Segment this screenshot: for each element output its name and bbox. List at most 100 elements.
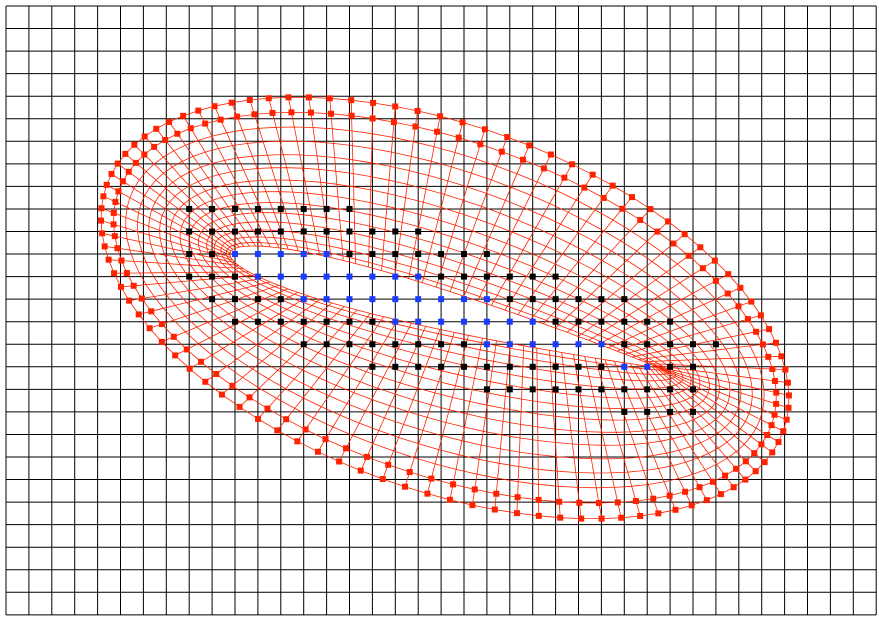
fringe-node bbox=[278, 319, 284, 325]
boundary-marker bbox=[725, 291, 731, 297]
fringe-node bbox=[438, 274, 444, 280]
fringe-node bbox=[301, 341, 307, 347]
boundary-marker bbox=[447, 497, 453, 503]
boundary-marker bbox=[106, 257, 112, 263]
interior-node bbox=[438, 319, 444, 325]
boundary-marker bbox=[722, 473, 728, 479]
boundary-marker bbox=[773, 390, 779, 396]
fringe-node bbox=[392, 341, 398, 347]
boundary-marker bbox=[124, 270, 130, 276]
interior-node bbox=[232, 251, 238, 257]
interior-node bbox=[484, 319, 490, 325]
boundary-marker bbox=[380, 476, 386, 482]
boundary-marker bbox=[328, 111, 334, 117]
boundary-marker bbox=[412, 124, 418, 130]
boundary-marker bbox=[133, 160, 139, 166]
boundary-marker bbox=[758, 441, 764, 447]
boundary-marker bbox=[112, 199, 118, 205]
boundary-marker bbox=[136, 311, 142, 317]
boundary-marker bbox=[576, 500, 582, 506]
boundary-marker bbox=[472, 486, 478, 492]
interior-node bbox=[347, 274, 353, 280]
boundary-marker bbox=[159, 321, 165, 327]
fringe-node bbox=[507, 364, 513, 370]
boundary-marker bbox=[615, 499, 621, 505]
boundary-marker bbox=[202, 379, 208, 385]
fringe-node bbox=[186, 274, 192, 280]
boundary-marker bbox=[370, 100, 376, 106]
fringe-node bbox=[621, 319, 627, 325]
boundary-marker bbox=[100, 193, 106, 199]
boundary-marker bbox=[725, 271, 731, 277]
boundary-marker bbox=[120, 178, 126, 184]
fringe-node bbox=[576, 386, 582, 392]
interior-node bbox=[392, 296, 398, 302]
fringe-node bbox=[461, 341, 467, 347]
boundary-marker bbox=[171, 334, 177, 340]
boundary-marker bbox=[469, 502, 475, 508]
boundary-marker bbox=[672, 507, 678, 513]
boundary-marker bbox=[266, 95, 272, 101]
boundary-marker bbox=[115, 161, 121, 167]
boundary-marker bbox=[184, 346, 190, 352]
boundary-marker bbox=[504, 134, 510, 140]
boundary-marker bbox=[111, 270, 117, 276]
fringe-node bbox=[301, 319, 307, 325]
boundary-marker bbox=[629, 194, 635, 200]
boundary-marker bbox=[122, 151, 128, 157]
fringe-node bbox=[576, 319, 582, 325]
boundary-marker bbox=[536, 513, 542, 519]
fringe-node bbox=[369, 251, 375, 257]
boundary-marker bbox=[650, 496, 656, 502]
boundary-marker bbox=[697, 244, 703, 250]
interior-node bbox=[576, 341, 582, 347]
fringe-node bbox=[553, 319, 559, 325]
interior-node bbox=[644, 364, 650, 370]
fringe-node bbox=[209, 206, 215, 212]
fringe-node bbox=[553, 386, 559, 392]
interior-node bbox=[301, 296, 307, 302]
interior-node bbox=[553, 341, 559, 347]
boundary-marker bbox=[557, 515, 563, 521]
fringe-node bbox=[369, 229, 375, 235]
boundary-marker bbox=[213, 371, 219, 377]
boundary-marker bbox=[109, 171, 115, 177]
boundary-marker bbox=[769, 422, 775, 428]
page: (() => { const data = JSON.parse(documen… bbox=[0, 0, 879, 617]
boundary-marker bbox=[731, 484, 737, 490]
fringe-node bbox=[553, 274, 559, 280]
interior-node bbox=[347, 296, 353, 302]
fringe-node bbox=[621, 409, 627, 415]
boundary-marker bbox=[581, 185, 587, 191]
boundary-marker bbox=[753, 468, 759, 474]
boundary-marker bbox=[772, 412, 778, 418]
boundary-marker bbox=[102, 243, 108, 249]
fringe-node bbox=[530, 274, 536, 280]
fringe-node bbox=[553, 364, 559, 370]
boundary-marker bbox=[264, 406, 270, 412]
boundary-marker bbox=[578, 516, 584, 522]
fringe-node bbox=[392, 364, 398, 370]
fringe-node bbox=[209, 274, 215, 280]
boundary-marker bbox=[482, 126, 488, 132]
interior-node bbox=[324, 296, 330, 302]
interior-node bbox=[484, 341, 490, 347]
interior-node bbox=[392, 319, 398, 325]
boundary-marker bbox=[745, 316, 751, 322]
boundary-marker bbox=[415, 108, 421, 114]
boundary-marker bbox=[288, 109, 294, 115]
fringe-node bbox=[232, 206, 238, 212]
fringe-node bbox=[461, 274, 467, 280]
boundary-marker bbox=[737, 285, 743, 291]
boundary-marker bbox=[769, 449, 775, 455]
interior-node bbox=[530, 341, 536, 347]
boundary-marker bbox=[499, 149, 505, 155]
fringe-node bbox=[232, 319, 238, 325]
fringe-node bbox=[232, 229, 238, 235]
fringe-node bbox=[644, 386, 650, 392]
boundary-marker bbox=[306, 94, 312, 100]
boundary-marker bbox=[514, 510, 520, 516]
boundary-marker bbox=[237, 404, 243, 410]
boundary-marker bbox=[637, 513, 643, 519]
boundary-marker bbox=[764, 432, 770, 438]
